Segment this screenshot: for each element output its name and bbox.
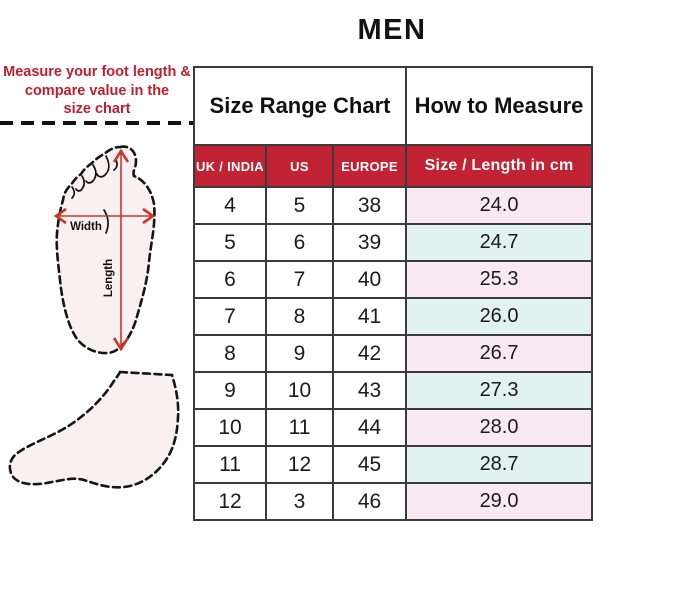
cell-length-cm: 24.0 xyxy=(405,186,594,225)
cell-europe: 45 xyxy=(331,445,408,484)
table-row: 12 3 46 29.0 xyxy=(193,482,594,521)
table-row: 6 7 40 25.3 xyxy=(193,260,594,299)
section-header-size-range: Size Range Chart xyxy=(192,66,408,146)
cell-length-cm: 28.0 xyxy=(405,408,594,447)
cell-uk-india: 5 xyxy=(193,223,267,262)
cell-uk-india: 9 xyxy=(193,371,267,410)
cell-us: 9 xyxy=(265,334,334,373)
instruction-line-2: compare value in the xyxy=(24,82,170,99)
page-title: MEN xyxy=(357,14,427,46)
table-row: 11 12 45 28.7 xyxy=(193,445,594,484)
toe-lines xyxy=(71,155,118,234)
cell-europe: 42 xyxy=(331,334,408,373)
cell-europe: 39 xyxy=(331,223,408,262)
table-row: 8 9 42 26.7 xyxy=(193,334,594,373)
table-row: 9 10 43 27.3 xyxy=(193,371,594,410)
cell-uk-india: 6 xyxy=(193,260,267,299)
size-chart-table-container: Size Range Chart How to Measure UK / IND… xyxy=(192,66,594,521)
cell-uk-india: 10 xyxy=(193,408,267,447)
foot-top-view-illustration: Width Length xyxy=(53,145,156,355)
cell-us: 7 xyxy=(265,260,334,299)
table-row: 10 11 44 28.0 xyxy=(193,408,594,447)
cell-length-cm: 27.3 xyxy=(405,371,594,410)
cell-europe: 44 xyxy=(331,408,408,447)
col-header-uk-india: UK / INDIA xyxy=(193,144,267,188)
cell-uk-india: 8 xyxy=(193,334,267,373)
dashed-divider xyxy=(0,121,196,125)
section-header-row: Size Range Chart How to Measure xyxy=(192,66,594,146)
cell-uk-india: 7 xyxy=(193,297,267,336)
cell-us: 10 xyxy=(265,371,334,410)
table-row: 4 5 38 24.0 xyxy=(193,186,594,225)
foot-side-view-illustration xyxy=(8,370,180,489)
cell-length-cm: 28.7 xyxy=(405,445,594,484)
cell-us: 3 xyxy=(265,482,334,521)
column-header-row: UK / INDIA US EUROPE Size / Length in cm xyxy=(193,144,594,188)
width-arrow xyxy=(53,207,156,225)
col-header-us: US xyxy=(265,144,334,188)
cell-europe: 38 xyxy=(331,186,408,225)
cell-us: 11 xyxy=(265,408,334,447)
cell-uk-india: 11 xyxy=(193,445,267,484)
cell-europe: 46 xyxy=(331,482,408,521)
cell-us: 12 xyxy=(265,445,334,484)
table-row: 5 6 39 24.7 xyxy=(193,223,594,262)
foot-measure-illustration: Width Length xyxy=(8,145,180,489)
instruction-line-3: size chart xyxy=(63,101,131,118)
length-arrow xyxy=(112,148,130,352)
length-label: Length xyxy=(103,259,115,297)
instruction-line-1: Measure your foot length & xyxy=(3,64,191,80)
cell-uk-india: 4 xyxy=(193,186,267,225)
width-label: Width xyxy=(70,221,102,233)
cell-us: 6 xyxy=(265,223,334,262)
measure-instruction: Measure your foot length & compare value… xyxy=(2,63,192,119)
cell-length-cm: 26.0 xyxy=(405,297,594,336)
size-chart-table: Size Range Chart How to Measure UK / IND… xyxy=(192,66,594,521)
cell-length-cm: 24.7 xyxy=(405,223,594,262)
cell-europe: 43 xyxy=(331,371,408,410)
cell-us: 8 xyxy=(265,297,334,336)
cell-length-cm: 29.0 xyxy=(405,482,594,521)
cell-length-cm: 25.3 xyxy=(405,260,594,299)
table-row: 7 8 41 26.0 xyxy=(193,297,594,336)
cell-length-cm: 26.7 xyxy=(405,334,594,373)
cell-europe: 40 xyxy=(331,260,408,299)
cell-uk-india: 12 xyxy=(193,482,267,521)
col-header-size-length: Size / Length in cm xyxy=(405,144,594,188)
col-header-europe: EUROPE xyxy=(331,144,408,188)
cell-us: 5 xyxy=(265,186,334,225)
section-header-how-to-measure: How to Measure xyxy=(405,66,594,146)
cell-europe: 41 xyxy=(331,297,408,336)
